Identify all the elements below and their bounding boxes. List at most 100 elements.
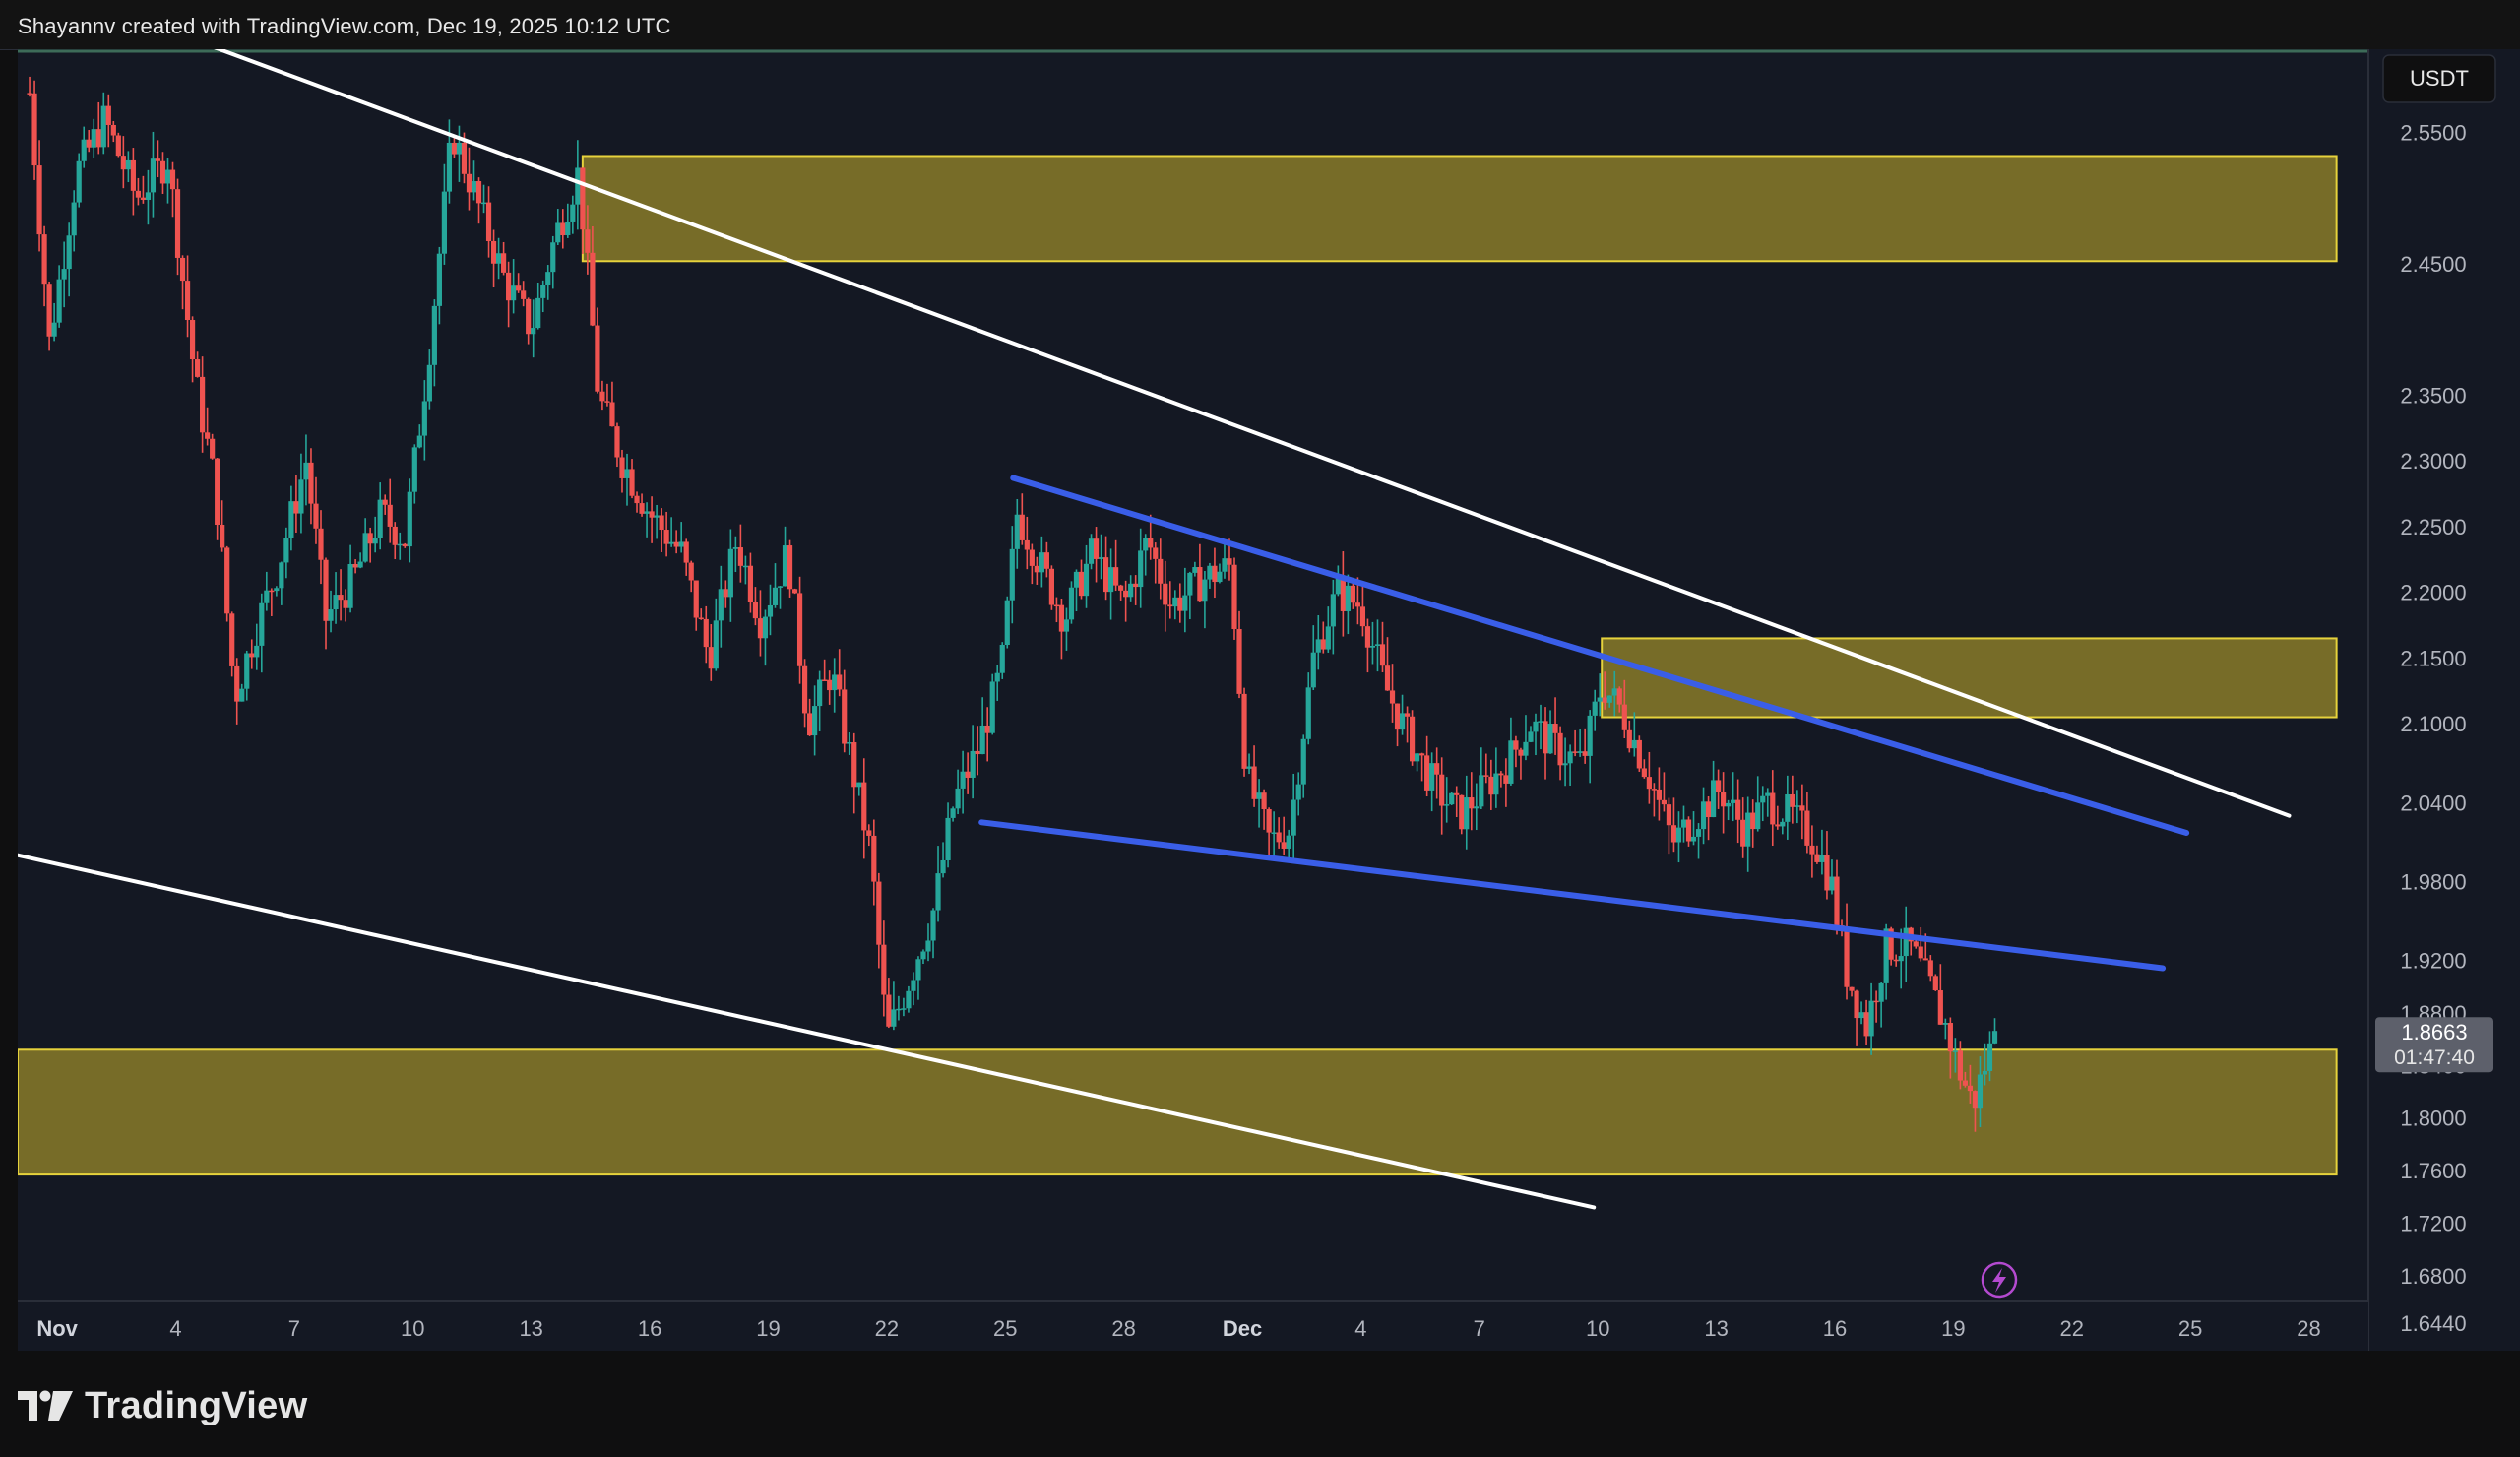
candle-body: [1024, 539, 1030, 550]
candle-body: [1631, 739, 1637, 749]
candle: [1616, 686, 1622, 713]
candle-body: [1281, 842, 1287, 849]
candle: [1449, 792, 1455, 805]
candle: [1557, 726, 1563, 781]
candle: [480, 184, 487, 214]
candle-body: [777, 586, 784, 588]
candle: [1241, 687, 1247, 777]
candle: [772, 563, 779, 608]
candle-body: [1572, 751, 1578, 753]
candle: [1192, 561, 1198, 577]
lightning-icon-circle[interactable]: [1981, 1261, 2018, 1299]
candle-body: [36, 165, 42, 235]
candle: [1078, 559, 1085, 600]
candle-body: [1128, 583, 1134, 598]
candle-body: [1582, 751, 1588, 756]
candle: [323, 557, 329, 650]
candle-body: [76, 160, 82, 203]
candle-body: [328, 609, 334, 621]
candle: [1163, 560, 1168, 632]
time-axis-ticks: Nov 4 7 10 13 16 19 22 25 28 Dec 4 7 10 13 16 19 22 25 28: [36, 1316, 2320, 1341]
candle: [911, 972, 916, 1006]
price-tick-label: 1.7200: [2400, 1212, 2466, 1236]
candle: [1197, 543, 1203, 602]
candle-body: [1364, 626, 1371, 648]
candle-body: [708, 647, 714, 669]
candle-body: [609, 402, 615, 427]
candle-body: [1770, 792, 1776, 825]
candle-body: [288, 501, 294, 538]
candle-body: [965, 771, 971, 778]
candle-body: [164, 169, 171, 184]
candle-body: [1528, 731, 1534, 742]
candle-body: [565, 221, 571, 236]
lightning-icon[interactable]: [1981, 1261, 2018, 1299]
candle-body: [32, 93, 37, 166]
candle-body: [140, 197, 147, 200]
candle-body: [1893, 959, 1899, 962]
candle-body: [407, 491, 412, 547]
price-chart-svg[interactable]: 2.5500 2.4500 2.3500 2.3000 2.2500 2.2000 2.15…: [0, 49, 2520, 1351]
time-tick-label: 19: [756, 1316, 780, 1341]
candle-body: [1547, 724, 1553, 754]
candle: [1039, 536, 1044, 588]
candle: [259, 593, 265, 673]
candle-body: [1310, 652, 1316, 688]
candle: [1873, 990, 1879, 1023]
candle: [1755, 776, 1761, 832]
candle-body: [1053, 604, 1060, 607]
chart-area[interactable]: 2.5500 2.4500 2.3500 2.3000 2.2500 2.2000 2.15…: [0, 49, 2520, 1351]
candle: [1409, 710, 1416, 766]
candle-body: [1577, 751, 1583, 753]
candle: [531, 299, 536, 358]
lightning-icon-bolt: [1992, 1268, 2006, 1293]
currency-chip[interactable]: USDT: [2382, 54, 2496, 103]
candle-body: [1138, 550, 1144, 588]
currency-chip-box[interactable]: [2382, 54, 2496, 103]
candle-body: [244, 653, 250, 689]
candle: [169, 161, 176, 218]
candle-body: [333, 595, 339, 610]
candle-body: [1493, 773, 1499, 795]
candle-body: [1819, 855, 1825, 862]
candle: [619, 449, 625, 493]
candle: [1488, 759, 1494, 810]
candle: [32, 80, 37, 180]
candle-body: [782, 545, 788, 587]
candle: [1957, 1041, 1963, 1090]
candle: [1187, 571, 1193, 620]
candle-body: [1379, 644, 1386, 666]
candle: [1986, 1031, 1993, 1082]
candle: [970, 725, 976, 799]
candle-body: [91, 129, 96, 148]
candle-body: [1552, 724, 1558, 733]
candle: [742, 555, 748, 585]
candle-body: [436, 253, 442, 306]
candle: [1429, 752, 1435, 812]
candle: [782, 526, 788, 587]
candle: [234, 658, 240, 725]
candle-body: [1690, 836, 1697, 842]
candle-body: [1222, 558, 1228, 572]
last-price-value: 1.8663: [2401, 1020, 2467, 1045]
candle: [56, 265, 62, 328]
time-tick-label: 16: [1823, 1316, 1847, 1341]
candle: [1374, 619, 1381, 672]
candle: [1927, 955, 1933, 982]
candle-body: [1345, 585, 1351, 611]
candle: [27, 76, 32, 97]
candle: [526, 297, 532, 345]
time-tick-label: Nov: [36, 1316, 78, 1341]
candle-body: [284, 538, 289, 563]
time-tick-label: Dec: [1223, 1316, 1262, 1341]
candle: [1572, 729, 1578, 757]
candle: [46, 281, 52, 351]
tradingview-logo[interactable]: TradingView: [18, 1382, 307, 1429]
candle-body: [1330, 594, 1336, 627]
candle: [851, 732, 857, 814]
candle: [1034, 556, 1040, 585]
candle-body: [506, 272, 512, 301]
candle-body: [362, 533, 368, 562]
candle-body: [1340, 578, 1346, 611]
candle: [560, 209, 566, 249]
